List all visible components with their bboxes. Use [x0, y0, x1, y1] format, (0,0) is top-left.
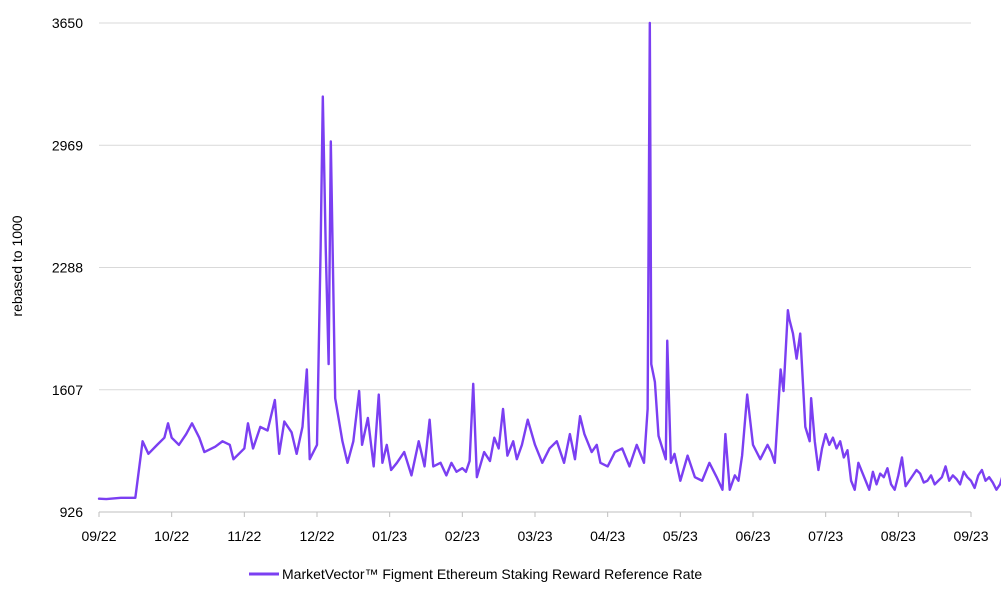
- x-tick-label: 08/23: [881, 528, 916, 544]
- y-tick-label: 2288: [52, 260, 83, 276]
- x-tick-label: 11/22: [227, 528, 261, 544]
- x-tick-label: 10/22: [154, 528, 189, 544]
- x-tick-label: 06/23: [735, 528, 770, 544]
- y-axis-title: rebased to 1000: [9, 215, 25, 316]
- x-tick-label: 01/23: [372, 528, 407, 544]
- x-tick-label: 12/22: [299, 528, 334, 544]
- x-tick-label: 05/23: [663, 528, 698, 544]
- legend: MarketVector™ Figment Ethereum Staking R…: [249, 566, 702, 582]
- x-tick-label: 04/23: [590, 528, 625, 544]
- x-tick-label: 03/23: [517, 528, 552, 544]
- y-tick-label: 2969: [52, 137, 83, 153]
- x-tick-label: 09/22: [81, 528, 116, 544]
- y-tick-label: 926: [60, 504, 84, 520]
- series-layer: [97, 21, 1001, 501]
- legend-label: MarketVector™ Figment Ethereum Staking R…: [282, 566, 702, 582]
- y-axis-ticks: 926 1607 2288 2969 3650: [52, 15, 83, 520]
- x-axis-ticks: 09/22 10/22 11/22 12/22 01/23 02/23 03/23 04/23…: [81, 512, 989, 544]
- series-line: [97, 21, 1001, 501]
- x-tick-label: 09/23: [953, 528, 988, 544]
- x-tick-label: 07/23: [808, 528, 843, 544]
- y-tick-label: 3650: [52, 15, 83, 31]
- x-tick-label: 02/23: [445, 528, 480, 544]
- gridlines: [99, 22, 971, 391]
- y-tick-label: 1607: [52, 382, 83, 398]
